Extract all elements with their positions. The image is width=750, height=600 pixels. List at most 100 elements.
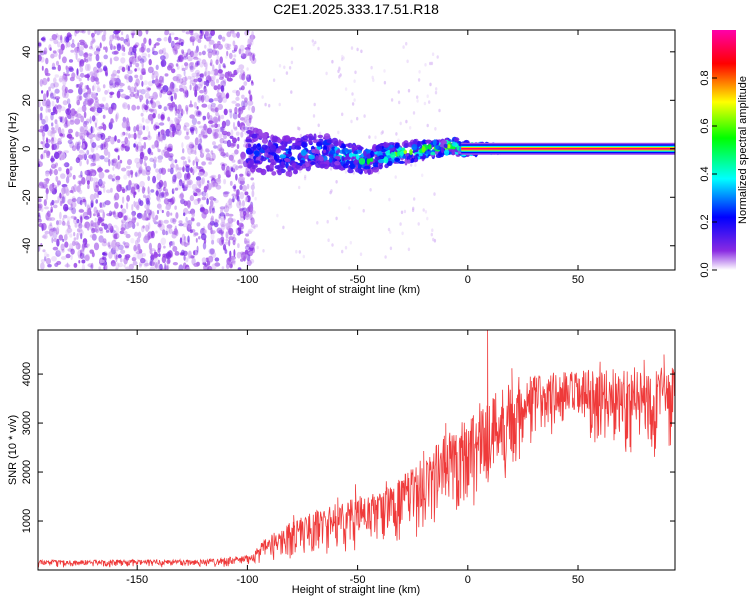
spectrogram-noise-cell (145, 224, 150, 232)
spectrogram-noise-cell (88, 154, 94, 159)
spectrogram-noise-cell (240, 131, 244, 138)
spectrogram-noise-cell (204, 66, 208, 75)
spectrogram-noise-cell (147, 186, 150, 195)
spectrogram-noise-cell (212, 181, 218, 187)
x-tick-label: -150 (126, 574, 148, 586)
spectrogram-noise-cell (422, 208, 425, 212)
spectrogram-noise-cell (139, 74, 143, 81)
spectrogram-signal-cell (245, 139, 253, 143)
spectrogram-signal-cell (411, 144, 418, 151)
spectrogram-noise-cell (130, 171, 133, 179)
spectrogram-signal-cell (343, 156, 349, 160)
spectrogram-noise-cell (331, 59, 334, 64)
spectrogram-noise-cell (80, 126, 84, 135)
spectrogram-noise-cell (78, 149, 84, 154)
spectrogram-noise-cell (45, 192, 48, 201)
spectrogram-noise-cell (144, 203, 150, 210)
spectrogram-noise-cell (76, 109, 80, 115)
spectrogram-noise-cell (189, 80, 194, 85)
spectrogram-noise-cell (56, 220, 59, 226)
spectrogram-noise-cell (80, 216, 83, 224)
spectrogram-noise-cell (73, 237, 77, 241)
spectrogram-noise-cell (237, 227, 242, 232)
spectrogram-noise-cell (70, 248, 75, 255)
spectrogram-noise-cell (52, 227, 57, 232)
spectrogram-noise-cell (115, 267, 118, 270)
spectrogram-noise-cell (177, 169, 182, 173)
spectrogram-noise-cell (167, 168, 171, 172)
y-tick-label: 0 (21, 146, 33, 152)
spectrogram-noise-cell (195, 127, 198, 135)
spectrogram-noise-cell (62, 71, 66, 76)
spectrogram-noise-cell (238, 222, 244, 228)
spectrogram-noise-cell (399, 121, 402, 126)
spectrogram-noise-cell (217, 43, 223, 50)
spectrogram-noise-cell (341, 54, 344, 59)
spectrogram-noise-cell (89, 193, 95, 201)
spectrogram-noise-cell (182, 187, 186, 192)
spectrogram-noise-cell (155, 190, 159, 196)
spectrogram-noise-cell (170, 126, 176, 130)
spectrogram-noise-cell (46, 217, 52, 222)
spectrogram-signal-cell (398, 147, 402, 151)
spectrogram-signal-cell (366, 153, 371, 159)
spectrogram-noise-cell (119, 83, 125, 87)
spectrogram-noise-cell (98, 171, 105, 179)
spectrogram-noise-cell (148, 108, 155, 112)
spectrogram-noise-cell (154, 262, 158, 269)
spectrogram-noise-cell (69, 233, 73, 238)
spectrogram-signal-cell (310, 161, 316, 165)
spectrogram-noise-cell (55, 60, 60, 66)
spectrogram-noise-cell (251, 31, 254, 36)
spectrogram-noise-cell (226, 92, 230, 99)
spectrogram-noise-cell (183, 212, 186, 217)
spectrogram-noise-cell (239, 87, 242, 91)
spectrogram-noise-cell (232, 137, 237, 144)
spectrogram-noise-cell (52, 96, 57, 100)
spectrogram-noise-cell (201, 103, 208, 108)
spectrogram-noise-cell (244, 97, 248, 103)
spectrogram-noise-cell (99, 103, 105, 108)
spectrogram-noise-cell (261, 95, 264, 99)
spectrogram-noise-cell (245, 118, 252, 127)
spectrogram-noise-cell (205, 79, 210, 87)
spectrogram-noise-cell (103, 30, 107, 37)
spectrogram-noise-cell (78, 209, 85, 213)
spectrogram-noise-cell (119, 37, 125, 41)
spectrogram-noise-cell (113, 56, 119, 62)
spectrogram-noise-cell (89, 71, 95, 76)
spectrogram-noise-cell (164, 73, 169, 77)
spectrogram-noise-cell (117, 155, 120, 161)
spectrogram-noise-cell (188, 159, 191, 163)
spectrogram-noise-cell (81, 243, 85, 252)
spectrogram-noise-cell (138, 137, 143, 142)
spectrogram-noise-cell (228, 108, 233, 113)
spectrogram-noise-cell (213, 198, 217, 202)
spectrogram-noise-cell (413, 197, 416, 201)
spectrogram-noise-cell (59, 116, 63, 123)
colorbar-tick-label: 0.6 (699, 118, 711, 133)
spectrogram-noise-cell (151, 72, 155, 81)
spectrogram-noise-cell (220, 152, 226, 157)
spectrogram-noise-cell (96, 107, 103, 114)
spectrogram-noise-cell (50, 91, 53, 97)
spectrogram-noise-cell (79, 95, 83, 101)
spectrogram-noise-cell (185, 104, 189, 112)
spectrogram-noise-cell (276, 213, 279, 218)
spectrogram-noise-cell (75, 157, 81, 164)
spectrogram-noise-cell (126, 184, 132, 191)
spectrogram-noise-cell (90, 126, 95, 134)
spectrogram-noise-cell (83, 43, 89, 48)
spectrogram-noise-cell (55, 122, 59, 131)
spectrogram-noise-cell (247, 250, 253, 257)
spectrogram-noise-cell (221, 266, 225, 270)
spectrogram-noise-cell (182, 182, 185, 188)
spectrogram-noise-cell (82, 248, 85, 255)
spectrogram-signal-cell (252, 143, 257, 150)
spectrogram-noise-cell (227, 217, 234, 224)
spectrogram-noise-cell (209, 158, 215, 162)
spectrogram-noise-cell (139, 157, 143, 165)
spectrogram-noise-cell (38, 212, 41, 217)
spectrogram-noise-cell (174, 108, 178, 116)
spectrogram-noise-cell (197, 38, 202, 44)
